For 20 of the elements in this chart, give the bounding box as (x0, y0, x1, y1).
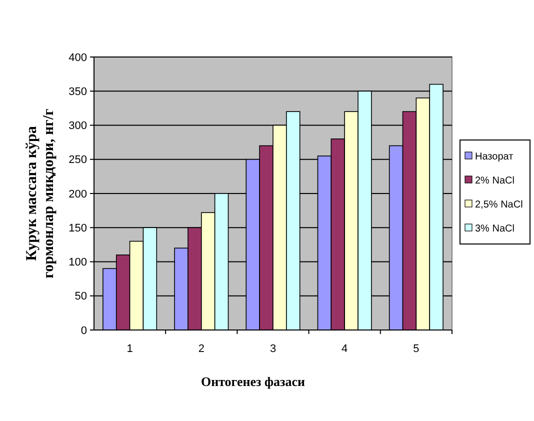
y-tick-label: 0 (80, 324, 87, 337)
y-axis-title: Курук массага кўра гормонлар миқдори, нг/г (24, 108, 57, 278)
x-tick-label: 5 (413, 343, 420, 355)
y-tick-label: 50 (74, 290, 87, 303)
x-tick-label: 1 (126, 343, 133, 355)
legend-label: 3% NaCl (475, 224, 514, 234)
y-tick-label: 350 (68, 86, 87, 98)
y-tick-label: 250 (68, 154, 87, 166)
legend-label: Назорат (475, 152, 514, 162)
legend-label: 2,5% NaCl (475, 200, 523, 210)
y-tick-label: 100 (68, 256, 87, 269)
x-axis-title: Онтогенез фазаси (200, 374, 306, 389)
legend-label: 2% NaCl (475, 176, 514, 186)
y-tick-label: 400 (68, 52, 87, 64)
y-tick-label: 150 (68, 222, 87, 234)
x-tick-label: 3 (270, 343, 276, 355)
y-tick-label: 300 (68, 120, 87, 132)
x-tick-label: 4 (342, 343, 348, 355)
y-tick-label: 200 (68, 188, 87, 200)
x-tick-label: 2 (198, 343, 204, 355)
